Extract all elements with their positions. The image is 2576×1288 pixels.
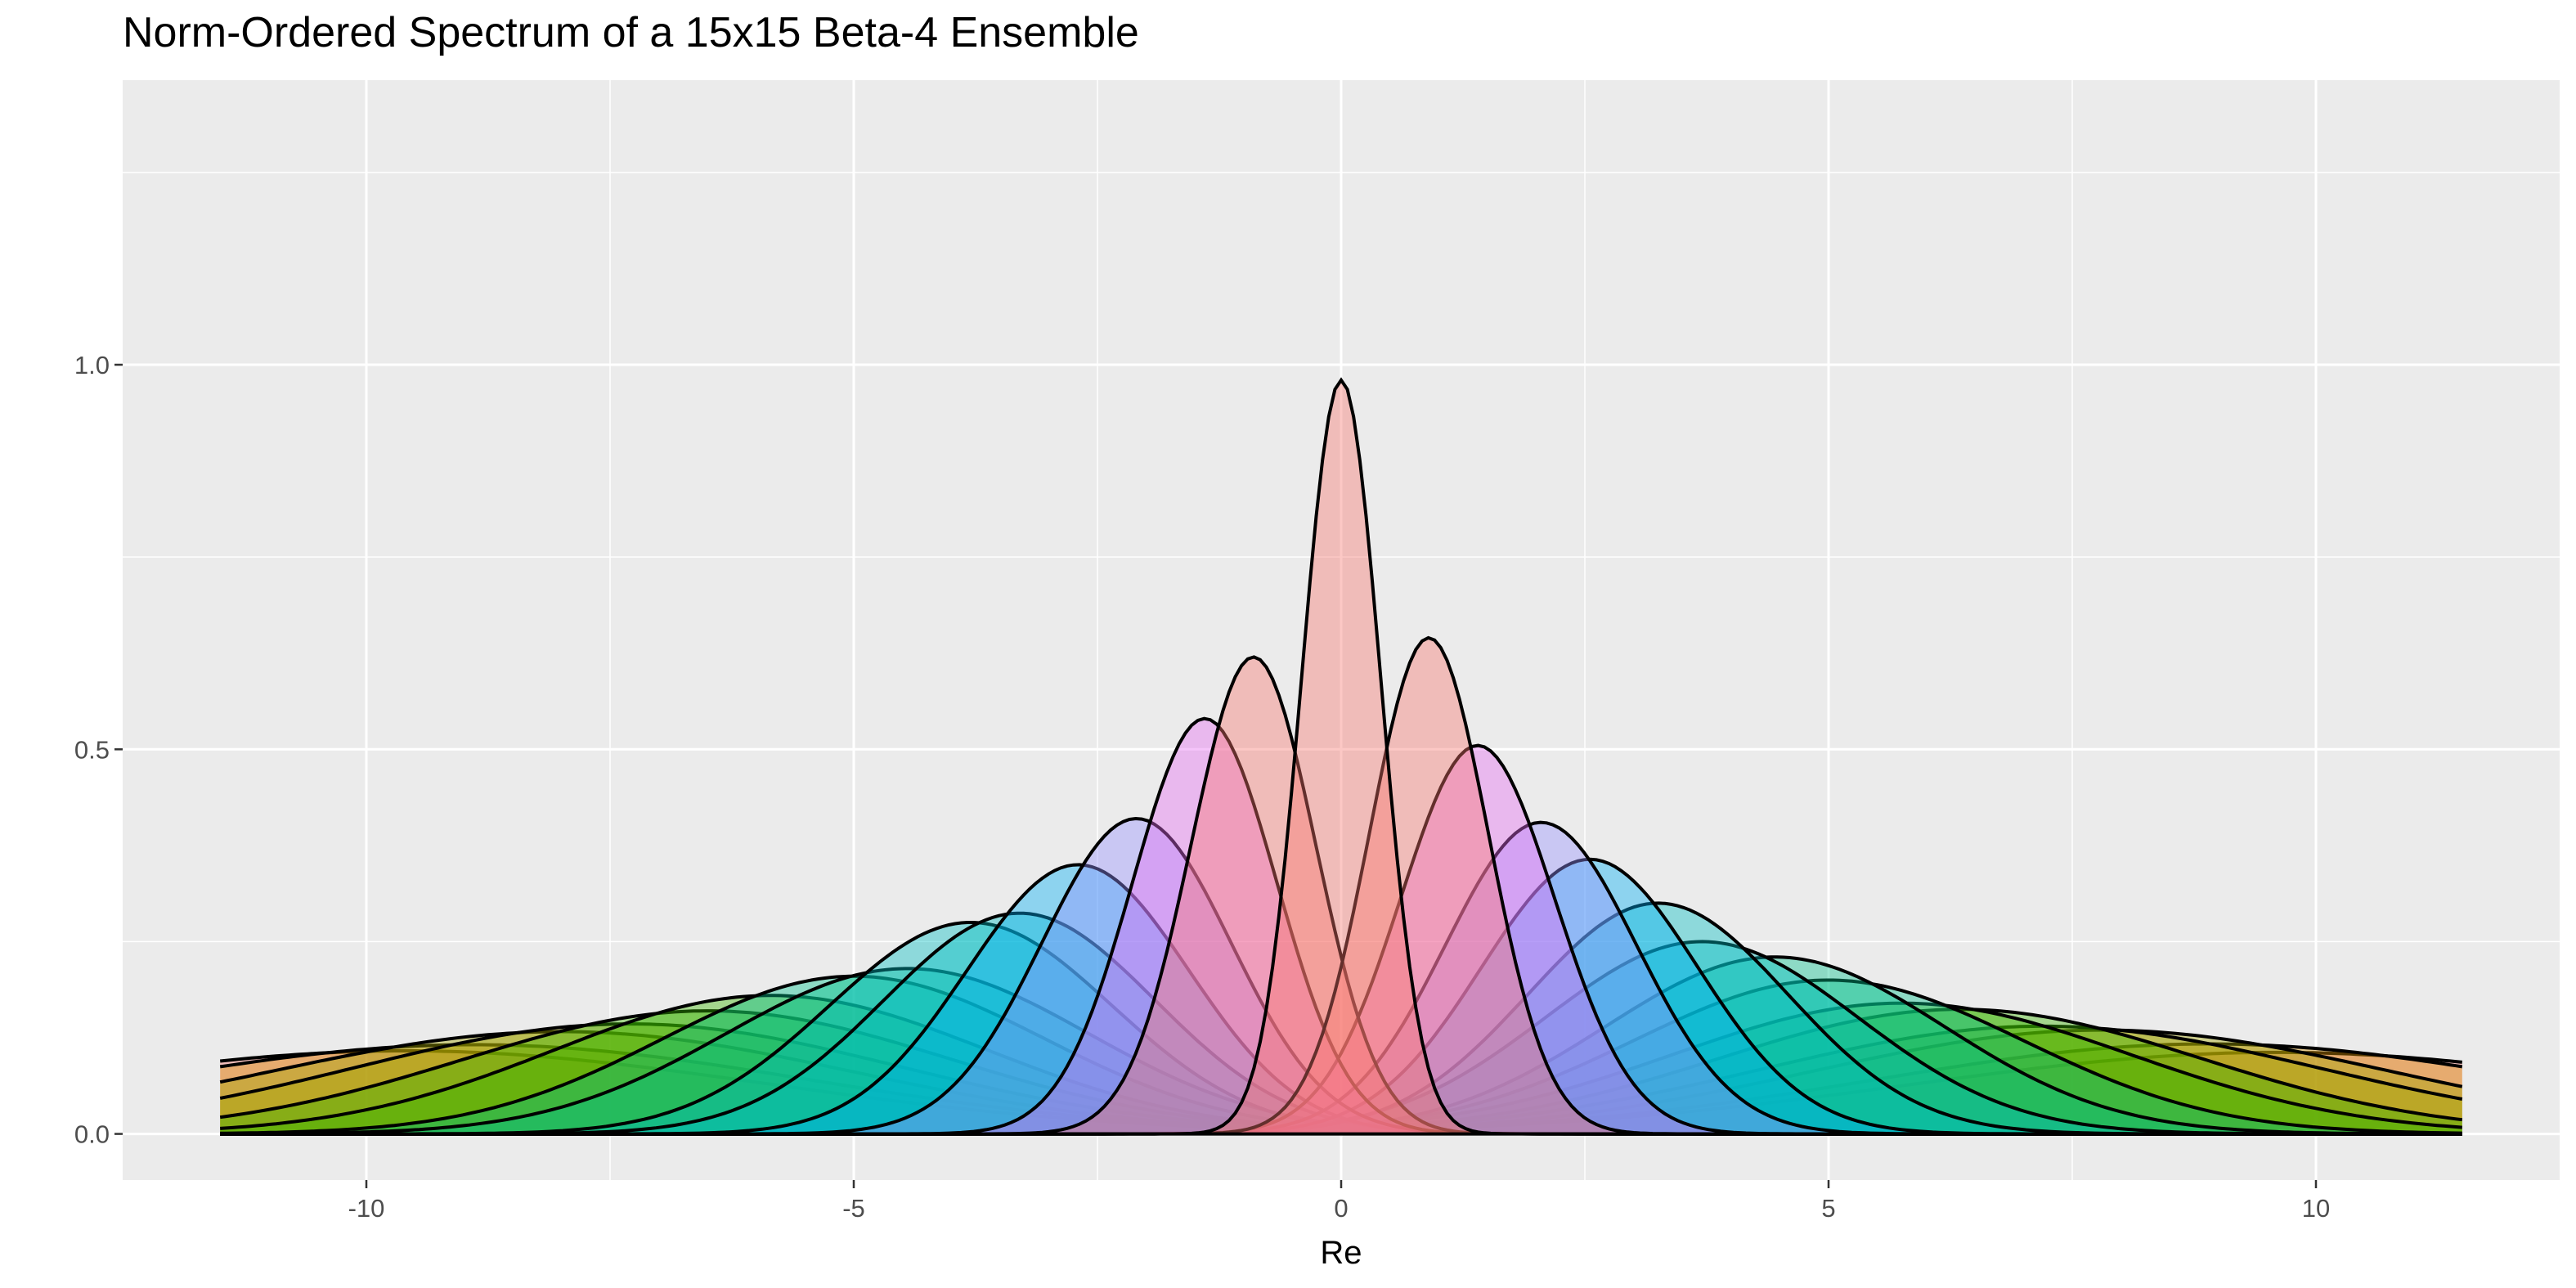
x-tick-label: 5 (1821, 1194, 1835, 1223)
y-tick-label: 0.5 (74, 735, 110, 764)
density-area (220, 1009, 2462, 1134)
x-tick-label: -10 (348, 1194, 385, 1223)
density-area (220, 1030, 2462, 1134)
y-tick-label: 0.0 (74, 1120, 110, 1149)
density-area (220, 1025, 2462, 1134)
density-area (220, 976, 2462, 1134)
density-area (220, 1024, 2462, 1134)
y-tick-label: 1.0 (74, 351, 110, 379)
axes: -10 -5 0 5 10 0.0 0.5 1.0 (74, 351, 2330, 1223)
chart-title: Norm-Ordered Spectrum of a 15x15 Beta-4 … (123, 9, 1139, 56)
x-tick-label: 10 (2302, 1194, 2330, 1223)
x-tick-label: -5 (842, 1194, 865, 1223)
x-tick-label: 0 (1334, 1194, 1348, 1223)
density-area (220, 657, 2462, 1134)
density-area (220, 1052, 2462, 1134)
density-area (220, 1011, 2462, 1134)
density-area (220, 1043, 2462, 1134)
density-area (220, 1051, 2462, 1134)
density-area (220, 941, 2462, 1134)
density-area (220, 379, 2462, 1134)
density-curves (219, 377, 2463, 1136)
density-area (220, 637, 2462, 1134)
density-area (220, 922, 2462, 1134)
density-area (220, 1044, 2462, 1134)
density-area (220, 995, 2462, 1134)
x-axis-title: Re (1320, 1235, 1362, 1271)
density-area (220, 968, 2462, 1134)
density-area (220, 1003, 2462, 1134)
